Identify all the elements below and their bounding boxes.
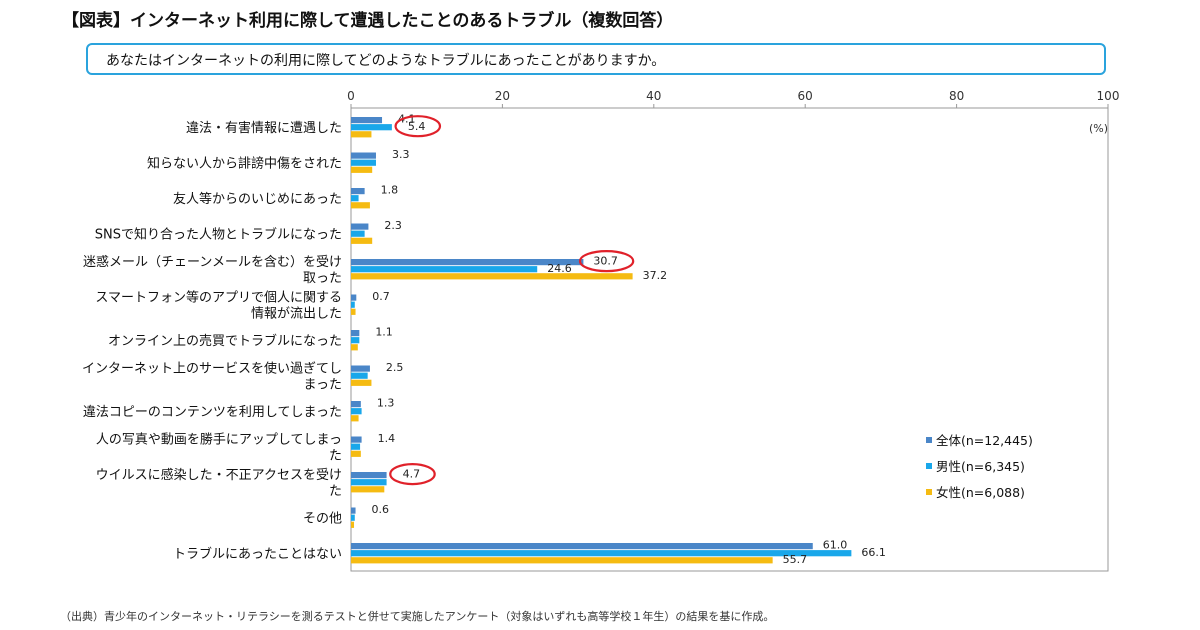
highlight-circle — [394, 115, 442, 138]
bar-all — [351, 436, 362, 443]
bar-female — [351, 450, 361, 457]
category-label: 情報が流出した — [251, 307, 342, 322]
bar-female — [351, 237, 373, 244]
question-text: あなたはインターネットの利用に際してどのようなトラブルにあったことがありますか。 — [106, 53, 666, 69]
question-box: あなたはインターネットの利用に際してどのようなトラブルにあったことがありますか。 — [86, 43, 1106, 75]
category-label: 違法コピーのコンテンツを利用してしまった — [83, 405, 342, 420]
category-label: インターネット上のサービスを使い過ぎてし — [82, 361, 342, 377]
bar-all — [351, 401, 361, 408]
bar-all — [351, 259, 584, 266]
data-label: 1.1 — [375, 326, 393, 339]
bar-male — [351, 337, 360, 344]
x-tick-label: 80 — [949, 89, 964, 103]
category-label: 迷惑メール（チェーンメールを含む）を受け — [83, 254, 342, 270]
category-label: スマートフォン等のアプリで個人に関する — [95, 290, 342, 306]
bar-female — [351, 166, 373, 173]
category-label: 人の写真や動画を勝手にアップしてしまっ — [96, 433, 342, 448]
unit-label: (%) — [1089, 122, 1108, 135]
data-label: 0.7 — [372, 290, 390, 303]
x-tick-label: 60 — [798, 89, 813, 103]
bar-all — [351, 330, 360, 337]
bar-male — [351, 301, 355, 308]
bar-female — [351, 521, 355, 528]
data-label: 24.6 — [547, 262, 572, 275]
category-label: ウイルスに感染した・不正アクセスを受け — [96, 467, 342, 483]
data-label: 55.7 — [783, 553, 808, 566]
bar-female — [351, 308, 356, 315]
bar-male — [351, 230, 365, 237]
highlight-circle — [578, 250, 635, 273]
source-note: （出典）青少年のインターネット・リテラシーを測るテストと併せて実施したアンケート… — [60, 610, 775, 623]
bar-all — [351, 294, 357, 301]
bar-male — [351, 266, 538, 273]
data-label: 1.3 — [377, 397, 395, 410]
plot-frame — [350, 107, 1109, 572]
category-label: た — [329, 449, 342, 464]
x-tick-label: 40 — [646, 89, 661, 103]
data-label: 30.7 — [593, 255, 618, 268]
data-label: 5.4 — [408, 120, 426, 133]
bar-male — [351, 408, 362, 415]
bar-female — [351, 379, 372, 386]
x-tick-label: 0 — [347, 89, 355, 103]
bar-male — [351, 443, 361, 450]
legend-swatch-all — [926, 437, 932, 443]
data-label: 0.6 — [372, 503, 390, 516]
x-tick-label: 100 — [1097, 89, 1120, 103]
x-tick-label: 20 — [495, 89, 510, 103]
bar-all — [351, 543, 813, 550]
data-label: 66.1 — [861, 546, 886, 559]
bar-male — [351, 159, 376, 166]
bar-female — [351, 557, 773, 564]
bar-male — [351, 550, 852, 557]
highlight-circle — [389, 463, 436, 486]
category-label: トラブルにあったことはない — [173, 546, 342, 562]
bar-male — [351, 124, 392, 131]
bar-male — [351, 479, 387, 486]
data-label: 1.4 — [378, 432, 396, 445]
bar-male — [351, 514, 355, 521]
data-label: 4.7 — [403, 468, 421, 481]
legend-label: 男性(n=6,345) — [936, 459, 1025, 474]
bar-female — [351, 344, 358, 351]
category-label: 知らない人から誹謗中傷をされた — [147, 156, 342, 172]
legend-label: 全体(n=12,445) — [936, 433, 1033, 448]
bar-male — [351, 195, 359, 202]
bar-female — [351, 131, 372, 138]
bar-all — [351, 117, 383, 124]
category-label: SNSで知り合った人物とトラブルになった — [95, 227, 342, 243]
category-label: オンライン上の売買でトラブルになった — [108, 333, 342, 349]
data-label: 1.8 — [381, 184, 399, 197]
category-label: 取った — [303, 271, 342, 286]
bar-all — [351, 365, 370, 372]
data-label: 2.3 — [384, 219, 402, 232]
category-label: まった — [304, 378, 342, 393]
bar-female — [351, 415, 359, 422]
bar-all — [351, 472, 387, 479]
data-label: 37.2 — [643, 269, 668, 282]
data-label: 2.5 — [386, 361, 404, 374]
bar-male — [351, 372, 368, 379]
bar-female — [351, 202, 370, 209]
data-label: 3.3 — [392, 148, 410, 161]
legend-swatch-female — [926, 489, 932, 495]
bar-all — [351, 507, 356, 514]
category-label: その他 — [303, 512, 342, 527]
legend-label: 女性(n=6,088) — [936, 485, 1025, 500]
data-label: 61.0 — [823, 539, 848, 552]
category-label: た — [329, 484, 342, 499]
category-label: 友人等からのいじめにあった — [173, 191, 342, 207]
bar-female — [351, 273, 633, 280]
bar-all — [351, 188, 365, 195]
category-label: 違法・有害情報に遭遇した — [186, 120, 342, 136]
legend-swatch-male — [926, 463, 932, 469]
bar-female — [351, 486, 385, 493]
bar-all — [351, 223, 369, 230]
chart-title: 【図表】インターネット利用に際して遭遇したことのあるトラブル（複数回答） — [62, 11, 674, 31]
bar-all — [351, 152, 376, 159]
